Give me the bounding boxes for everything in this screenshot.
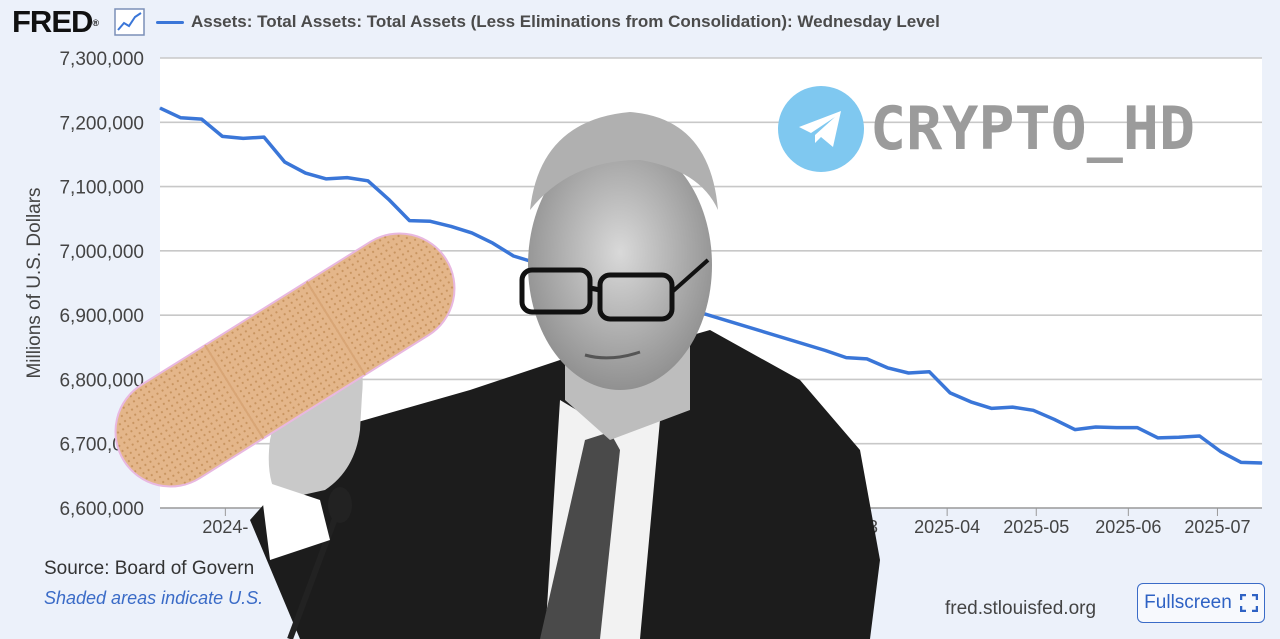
x-tick-label: 2024- [202, 517, 248, 537]
source-text: Source: Board of Govern [44, 558, 255, 579]
hand [268, 362, 363, 500]
data-point [492, 242, 494, 244]
watermark-text: CRYPTO_HD [870, 94, 1196, 164]
recession-note[interactable]: Shaded areas indicate U.S. [44, 588, 264, 608]
y-axis-ticks: 6,600,0006,700,0006,800,0006,900,0007,00… [59, 49, 144, 520]
expand-icon [1239, 594, 1258, 612]
chart-header: FRED® Assets: Total Assets: Total Assets… [0, 0, 1280, 48]
data-point [1115, 427, 1117, 429]
data-point [866, 358, 868, 360]
data-point [159, 107, 161, 109]
y-tick-label: 7,300,000 [59, 49, 144, 70]
data-point [409, 220, 411, 222]
fullscreen-button[interactable]: Fullscreen [1137, 583, 1265, 623]
sleeve [260, 480, 330, 560]
x-tick-label: 2025-04 [914, 517, 980, 537]
chart-line-icon [114, 8, 145, 36]
bandage-icon [114, 232, 456, 488]
y-tick-label: 6,800,000 [59, 370, 144, 391]
data-point [201, 118, 203, 120]
data-point [1032, 409, 1034, 411]
data-point [949, 392, 951, 394]
glasses-left [519, 267, 593, 315]
tie [540, 432, 620, 639]
data-point [1261, 462, 1263, 464]
face [528, 140, 712, 390]
data-point [845, 357, 847, 359]
x-tick-label: 2025-05 [1003, 517, 1069, 537]
data-point [1199, 435, 1201, 437]
series-lines [159, 106, 1263, 465]
data-point [325, 178, 327, 180]
data-point [1178, 436, 1180, 438]
data-point [1011, 406, 1013, 408]
watermark: CRYPTO_HD [778, 86, 1195, 172]
glasses-right [597, 272, 675, 322]
fred-logo-registered: ® [92, 18, 99, 28]
data-point [263, 136, 265, 138]
microphone-stand [287, 503, 343, 639]
data-point [928, 371, 930, 373]
y-axis-label: Millions of U.S. Dollars [24, 187, 45, 378]
data-point [1157, 437, 1159, 439]
y-tick-label: 6,600,000 [59, 499, 144, 520]
y-tick-label: 7,000,000 [59, 242, 144, 263]
data-point [450, 225, 452, 227]
data-point [1053, 418, 1055, 420]
y-tick-label: 6,900,000 [59, 306, 144, 327]
legend-label: Assets: Total Assets: Total Assets (Less… [191, 12, 940, 31]
data-point [429, 220, 431, 222]
data-point [887, 367, 889, 369]
data-point [1136, 427, 1138, 429]
data-point [970, 401, 972, 403]
series-line [159, 106, 1263, 465]
data-point [1219, 450, 1221, 452]
fred-url-link[interactable]: fred.stlouisfed.org [945, 598, 1097, 619]
hair [530, 112, 718, 210]
data-point [908, 372, 910, 374]
data-point [284, 161, 286, 163]
y-tick-label: 7,100,000 [59, 178, 144, 199]
fred-logo[interactable]: FRED® [12, 4, 99, 40]
data-point [388, 198, 390, 200]
data-point [1095, 426, 1097, 428]
data-point [1240, 461, 1242, 463]
data-point [471, 232, 473, 234]
chart-legend: Assets: Total Assets: Total Assets (Less… [156, 12, 940, 32]
legend-swatch [156, 20, 184, 24]
data-point [512, 255, 514, 257]
data-point [180, 117, 182, 119]
microphone-head [328, 487, 352, 523]
telegram-icon [778, 86, 864, 172]
x-tick-label: 2025-07 [1184, 517, 1250, 537]
data-point [824, 350, 826, 351]
y-tick-label: 7,200,000 [59, 113, 144, 134]
data-point [221, 135, 223, 137]
data-point [1074, 429, 1076, 431]
data-point [367, 180, 369, 182]
fred-logo-text: FRED [12, 4, 93, 39]
fullscreen-label: Fullscreen [1144, 592, 1232, 613]
data-point [991, 407, 993, 409]
data-point [305, 172, 307, 174]
data-point [242, 137, 244, 139]
data-point [346, 177, 348, 179]
x-tick-label: 2025-06 [1095, 517, 1161, 537]
